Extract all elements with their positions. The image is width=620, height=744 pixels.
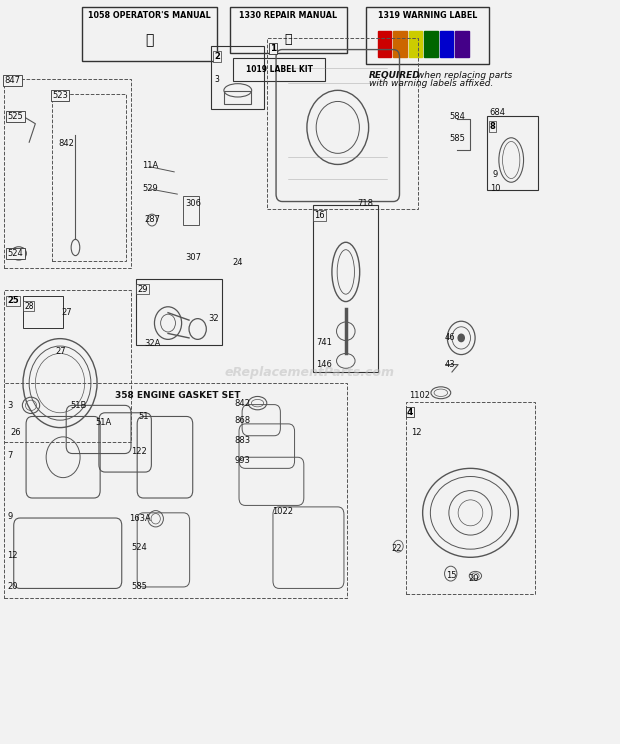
- Text: 11A: 11A: [142, 161, 158, 170]
- Text: 51B: 51B: [71, 401, 87, 410]
- Text: 307: 307: [185, 253, 202, 262]
- Text: 26: 26: [11, 429, 21, 437]
- Text: 3: 3: [7, 401, 13, 410]
- Text: 12: 12: [410, 429, 421, 437]
- Text: 51A: 51A: [96, 418, 112, 427]
- Text: 585: 585: [131, 583, 147, 591]
- Bar: [409, 31, 422, 57]
- Text: 46: 46: [445, 333, 455, 342]
- Bar: [393, 31, 407, 57]
- Text: 524: 524: [7, 249, 24, 258]
- Text: 27: 27: [62, 308, 73, 317]
- Text: 📖: 📖: [285, 33, 292, 46]
- Text: 847: 847: [4, 76, 20, 86]
- Text: 584: 584: [449, 112, 465, 121]
- Text: 306: 306: [185, 199, 202, 208]
- Text: 358 ENGINE GASKET SET: 358 ENGINE GASKET SET: [115, 391, 240, 400]
- Bar: [378, 31, 391, 57]
- Bar: [440, 31, 453, 57]
- Text: 27: 27: [56, 347, 66, 356]
- Text: when replacing parts: when replacing parts: [414, 71, 512, 80]
- Text: 1319 WARNING LABEL: 1319 WARNING LABEL: [378, 11, 477, 20]
- Text: 4: 4: [407, 408, 414, 417]
- Text: 32: 32: [208, 314, 219, 323]
- Text: eReplacementParts.com: eReplacementParts.com: [225, 365, 395, 379]
- Text: 842: 842: [235, 399, 250, 408]
- Text: 22: 22: [391, 544, 402, 553]
- Text: 1102: 1102: [409, 391, 430, 400]
- Text: 146: 146: [316, 360, 332, 369]
- Text: 585: 585: [449, 134, 465, 143]
- Text: 523: 523: [52, 91, 68, 100]
- Text: 524: 524: [131, 543, 147, 552]
- Text: 9: 9: [7, 512, 13, 521]
- Circle shape: [458, 334, 464, 341]
- Text: REQUIRED: REQUIRED: [369, 71, 420, 80]
- Text: 684: 684: [489, 108, 505, 117]
- Text: 525: 525: [7, 112, 24, 121]
- Text: 718: 718: [358, 199, 373, 208]
- Text: 993: 993: [235, 457, 250, 466]
- Text: 15: 15: [446, 571, 456, 580]
- Text: 16: 16: [314, 211, 325, 220]
- Text: 883: 883: [235, 436, 251, 445]
- Bar: [455, 31, 469, 57]
- Bar: [424, 31, 438, 57]
- Text: 1019 LABEL KIT: 1019 LABEL KIT: [246, 65, 312, 74]
- Text: 529: 529: [142, 184, 158, 193]
- Text: 1058 OPERATOR'S MANUAL: 1058 OPERATOR'S MANUAL: [88, 11, 211, 20]
- Text: 7: 7: [7, 451, 13, 460]
- Text: 2: 2: [215, 52, 220, 61]
- Text: with warning labels affixed.: with warning labels affixed.: [369, 79, 493, 89]
- Text: 10: 10: [490, 184, 501, 193]
- Text: 1: 1: [270, 45, 276, 54]
- Text: 25: 25: [7, 296, 19, 305]
- Text: 9: 9: [492, 170, 497, 179]
- Text: 📖: 📖: [145, 33, 154, 48]
- Text: 122: 122: [131, 447, 147, 456]
- Text: 32A: 32A: [144, 339, 161, 348]
- Text: 20: 20: [7, 583, 18, 591]
- Text: 24: 24: [233, 258, 243, 267]
- Text: 43: 43: [445, 360, 455, 369]
- Text: 3: 3: [215, 74, 219, 84]
- Bar: [224, 91, 251, 104]
- Text: 1022: 1022: [272, 507, 293, 516]
- Text: 28: 28: [24, 301, 33, 310]
- Text: 163A: 163A: [129, 513, 151, 522]
- Text: 868: 868: [235, 417, 251, 426]
- Text: 287: 287: [144, 215, 161, 224]
- Text: 29: 29: [137, 284, 148, 294]
- Text: 1330 REPAIR MANUAL: 1330 REPAIR MANUAL: [239, 11, 337, 20]
- Text: 842: 842: [58, 139, 74, 148]
- Text: 20: 20: [469, 574, 479, 583]
- Bar: [184, 196, 199, 225]
- Text: 51: 51: [138, 412, 149, 421]
- Text: 8: 8: [490, 122, 495, 131]
- Text: 12: 12: [7, 551, 18, 559]
- Text: 741: 741: [316, 338, 332, 347]
